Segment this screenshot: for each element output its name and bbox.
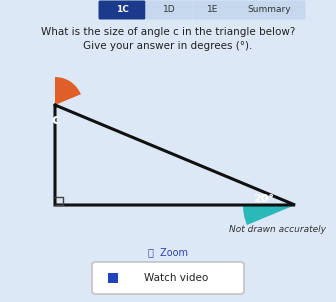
- FancyBboxPatch shape: [145, 1, 193, 20]
- Wedge shape: [55, 77, 81, 105]
- Text: 1C: 1C: [116, 5, 128, 14]
- Text: 1D: 1D: [163, 5, 175, 14]
- Text: 20°: 20°: [253, 194, 274, 204]
- Text: Summary: Summary: [247, 5, 291, 14]
- FancyBboxPatch shape: [98, 1, 145, 20]
- Text: Give your answer in degrees (°).: Give your answer in degrees (°).: [83, 41, 253, 51]
- Text: Watch video: Watch video: [144, 273, 208, 283]
- Text: What is the size of angle c in the triangle below?: What is the size of angle c in the trian…: [41, 27, 295, 37]
- Text: c: c: [51, 113, 59, 127]
- Text: 🔍  Zoom: 🔍 Zoom: [148, 247, 188, 257]
- Wedge shape: [243, 205, 295, 225]
- FancyBboxPatch shape: [108, 273, 118, 283]
- FancyBboxPatch shape: [193, 1, 234, 20]
- Text: Not drawn accurately: Not drawn accurately: [229, 226, 326, 234]
- FancyBboxPatch shape: [92, 262, 244, 294]
- FancyBboxPatch shape: [233, 1, 305, 20]
- Text: 1E: 1E: [207, 5, 219, 14]
